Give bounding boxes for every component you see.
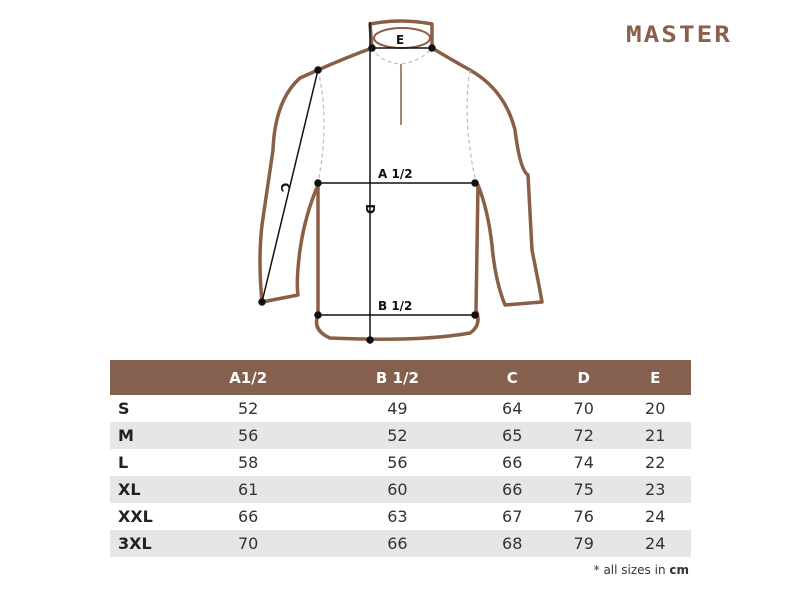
size-label: S <box>118 399 130 418</box>
size-value: 72 <box>547 422 620 449</box>
table-row: L 58 56 66 74 22 <box>110 449 691 476</box>
col-header: C <box>476 360 548 395</box>
label-c: C <box>277 181 293 193</box>
size-value: 52 <box>318 422 477 449</box>
size-value: 22 <box>645 453 666 472</box>
table-row: M 56 52 65 72 21 <box>110 422 691 449</box>
size-label: L <box>118 453 129 472</box>
size-label: 3XL <box>110 530 178 557</box>
table-row: S 52 49 64 70 20 <box>110 395 691 422</box>
size-value: 23 <box>619 476 691 503</box>
size-value: 66 <box>238 507 259 526</box>
size-value: 66 <box>318 530 477 557</box>
size-value: 65 <box>476 422 548 449</box>
col-header: E <box>619 360 691 395</box>
brand-logo: MASTER <box>626 22 732 48</box>
table-header: A1/2 B 1/2 C D E <box>110 360 691 395</box>
size-value: 24 <box>645 507 666 526</box>
table-row: XXL 66 63 67 76 24 <box>110 503 691 530</box>
measure-line-c <box>261 69 319 303</box>
size-value: 67 <box>502 507 523 526</box>
size-value: 56 <box>178 422 319 449</box>
size-value: 79 <box>547 530 620 557</box>
jacket-diagram: E A 1/2 B 1/2 D C <box>258 19 544 344</box>
col-header <box>110 360 178 395</box>
size-label: XXL <box>118 507 153 526</box>
note-unit: cm <box>669 563 689 577</box>
size-value: 75 <box>547 476 620 503</box>
size-value: 21 <box>619 422 691 449</box>
size-value: 58 <box>238 453 259 472</box>
col-header: D <box>547 360 620 395</box>
table-row: 3XL 70 66 68 79 24 <box>110 530 691 557</box>
size-value: 56 <box>387 453 408 472</box>
size-value: 60 <box>318 476 477 503</box>
size-table: A1/2 B 1/2 C D E S 52 49 64 70 20 M 56 52 65 72 21 L… <box>110 360 691 557</box>
size-value: 74 <box>573 453 594 472</box>
size-value: 66 <box>502 453 523 472</box>
size-value: 52 <box>238 399 259 418</box>
size-value: 20 <box>645 399 666 418</box>
size-value: 68 <box>476 530 548 557</box>
label-e: E <box>396 33 404 47</box>
size-value: 70 <box>573 399 594 418</box>
col-header: B 1/2 <box>318 360 477 395</box>
col-header: A1/2 <box>178 360 319 395</box>
size-value: 49 <box>387 399 408 418</box>
size-value: 76 <box>573 507 594 526</box>
label-b: B 1/2 <box>378 299 412 313</box>
size-value: 63 <box>387 507 408 526</box>
size-value: 64 <box>502 399 523 418</box>
note-text: * all sizes in <box>593 563 670 577</box>
label-a: A 1/2 <box>378 167 413 181</box>
label-d: D <box>363 204 377 214</box>
size-label: XL <box>110 476 178 503</box>
table-row: XL 61 60 66 75 23 <box>110 476 691 503</box>
size-value: 24 <box>619 530 691 557</box>
size-value: 61 <box>178 476 319 503</box>
units-note: * all sizes in cm <box>594 563 689 577</box>
size-value: 66 <box>476 476 548 503</box>
size-label: M <box>110 422 178 449</box>
size-value: 70 <box>178 530 319 557</box>
